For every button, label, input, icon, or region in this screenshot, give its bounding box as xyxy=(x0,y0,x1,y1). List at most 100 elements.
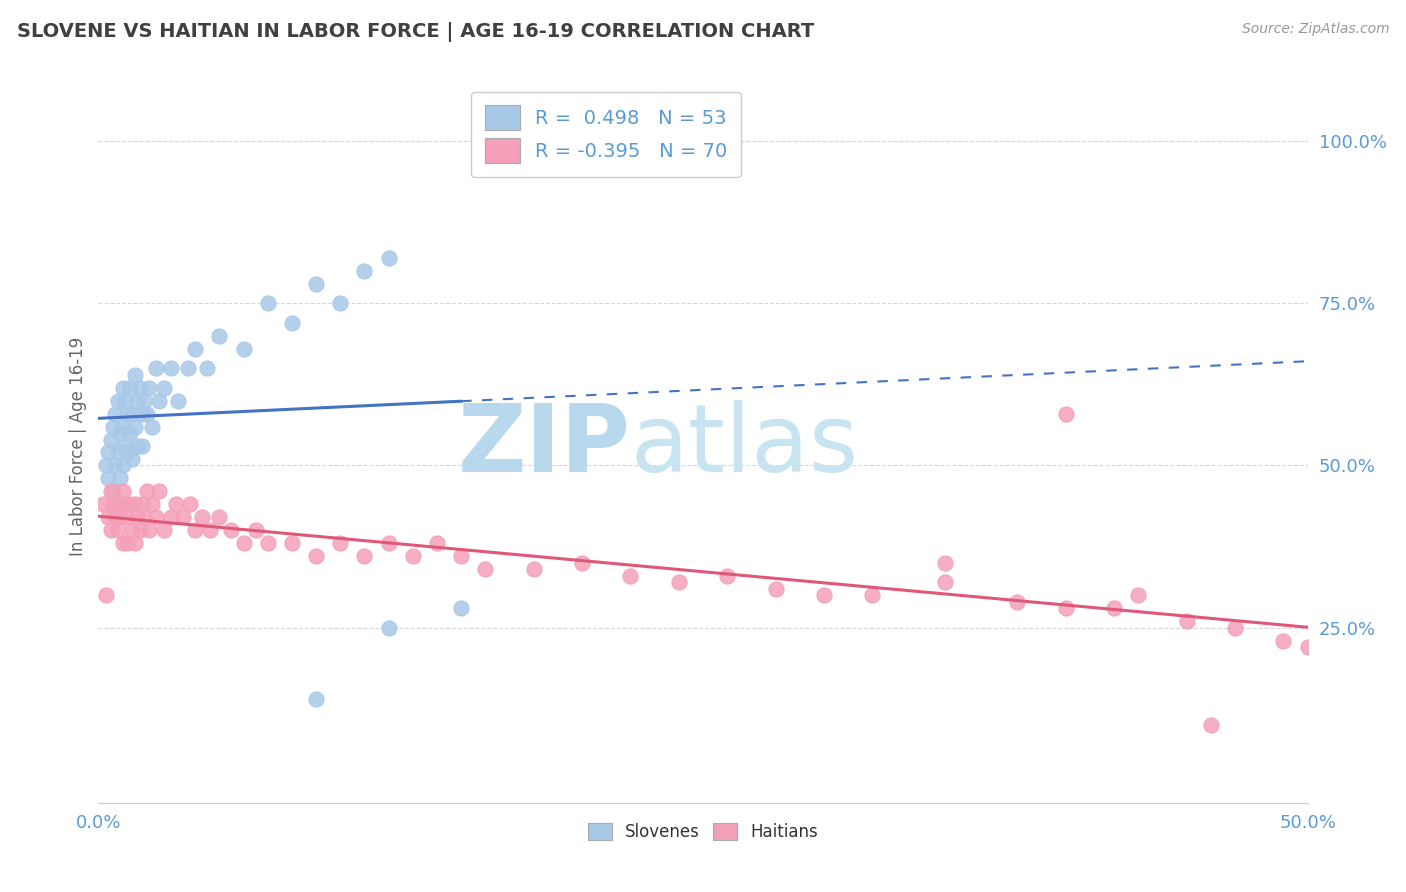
Point xyxy=(1054,407,1077,421)
Point xyxy=(127,393,149,408)
Point xyxy=(145,510,167,524)
Point xyxy=(97,445,120,459)
Point xyxy=(121,452,143,467)
Point xyxy=(111,458,134,473)
Point xyxy=(134,510,156,524)
Point xyxy=(124,536,146,550)
Point xyxy=(1175,614,1198,628)
Point xyxy=(1272,633,1295,648)
Point xyxy=(353,549,375,564)
Point xyxy=(329,296,352,310)
Y-axis label: In Labor Force | Age 16-19: In Labor Force | Age 16-19 xyxy=(69,336,87,556)
Point xyxy=(450,601,472,615)
Point xyxy=(152,381,174,395)
Point xyxy=(245,524,267,538)
Point xyxy=(131,439,153,453)
Point xyxy=(135,407,157,421)
Point xyxy=(256,296,278,310)
Text: ZIP: ZIP xyxy=(457,400,630,492)
Point xyxy=(117,445,139,459)
Point xyxy=(128,381,150,395)
Legend: Slovenes, Haitians: Slovenes, Haitians xyxy=(582,816,824,848)
Point xyxy=(108,471,131,485)
Point xyxy=(134,393,156,408)
Point xyxy=(353,264,375,278)
Point xyxy=(179,497,201,511)
Point xyxy=(765,582,787,596)
Point xyxy=(281,316,304,330)
Point xyxy=(128,524,150,538)
Point xyxy=(111,381,134,395)
Text: Source: ZipAtlas.com: Source: ZipAtlas.com xyxy=(1241,22,1389,37)
Point xyxy=(104,407,127,421)
Point xyxy=(148,484,170,499)
Point xyxy=(124,368,146,382)
Point xyxy=(118,497,141,511)
Point xyxy=(97,471,120,485)
Point xyxy=(117,536,139,550)
Point xyxy=(305,277,328,291)
Point xyxy=(127,439,149,453)
Point xyxy=(152,524,174,538)
Point xyxy=(135,484,157,499)
Point xyxy=(208,510,231,524)
Point xyxy=(111,536,134,550)
Point xyxy=(97,510,120,524)
Point xyxy=(104,510,127,524)
Point xyxy=(107,524,129,538)
Point xyxy=(523,562,546,576)
Point xyxy=(934,575,956,590)
Point xyxy=(198,524,221,538)
Text: atlas: atlas xyxy=(630,400,859,492)
Point xyxy=(141,497,163,511)
Point xyxy=(118,425,141,440)
Point xyxy=(117,407,139,421)
Point xyxy=(131,407,153,421)
Point xyxy=(124,497,146,511)
Point xyxy=(377,621,399,635)
Point xyxy=(145,361,167,376)
Point xyxy=(184,342,207,356)
Point xyxy=(108,510,131,524)
Point xyxy=(377,536,399,550)
Point xyxy=(232,536,254,550)
Point xyxy=(1199,718,1222,732)
Point xyxy=(107,393,129,408)
Text: SLOVENE VS HAITIAN IN LABOR FORCE | AGE 16-19 CORRELATION CHART: SLOVENE VS HAITIAN IN LABOR FORCE | AGE … xyxy=(17,22,814,42)
Point xyxy=(114,439,136,453)
Point xyxy=(195,361,218,376)
Point xyxy=(111,484,134,499)
Point xyxy=(117,510,139,524)
Point xyxy=(1007,595,1029,609)
Point xyxy=(160,361,183,376)
Point xyxy=(104,458,127,473)
Point xyxy=(1102,601,1125,615)
Point xyxy=(716,568,738,582)
Point xyxy=(172,510,194,524)
Point xyxy=(165,497,187,511)
Point xyxy=(1296,640,1319,654)
Point xyxy=(100,484,122,499)
Point xyxy=(138,381,160,395)
Point xyxy=(232,342,254,356)
Point xyxy=(118,381,141,395)
Point xyxy=(141,419,163,434)
Point xyxy=(100,524,122,538)
Point xyxy=(1128,588,1150,602)
Point xyxy=(167,393,190,408)
Point xyxy=(108,425,131,440)
Point xyxy=(426,536,449,550)
Point xyxy=(1054,601,1077,615)
Point xyxy=(329,536,352,550)
Point xyxy=(138,524,160,538)
Point xyxy=(100,433,122,447)
Point xyxy=(94,588,117,602)
Point xyxy=(619,568,641,582)
Point xyxy=(160,510,183,524)
Point xyxy=(124,419,146,434)
Point xyxy=(571,556,593,570)
Point xyxy=(94,458,117,473)
Point xyxy=(121,524,143,538)
Point xyxy=(668,575,690,590)
Point xyxy=(127,510,149,524)
